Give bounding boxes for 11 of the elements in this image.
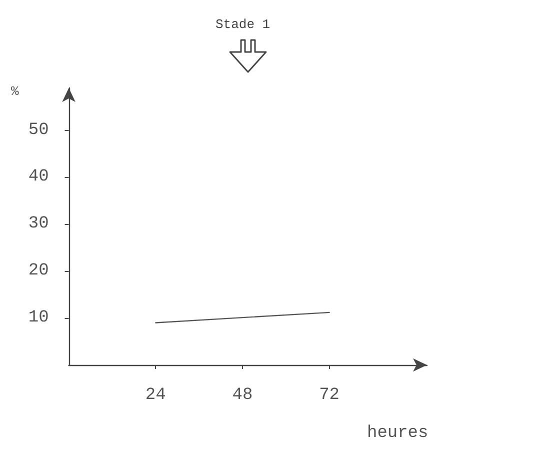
x-axis-title: heures — [367, 424, 428, 443]
x-tick-label: 72 — [319, 386, 340, 405]
x-tick-label: 24 — [145, 386, 166, 405]
y-tick-label: 50 — [28, 120, 49, 140]
y-tick-label: 40 — [28, 168, 49, 187]
y-tick-label: 20 — [28, 262, 49, 281]
y-tick-label: 30 — [28, 214, 49, 234]
text: Stade 1 — [216, 17, 270, 32]
x-tick-label: 48 — [232, 386, 253, 405]
y-axis-title: % — [10, 84, 19, 99]
y-tick-label: 10 — [28, 308, 49, 328]
